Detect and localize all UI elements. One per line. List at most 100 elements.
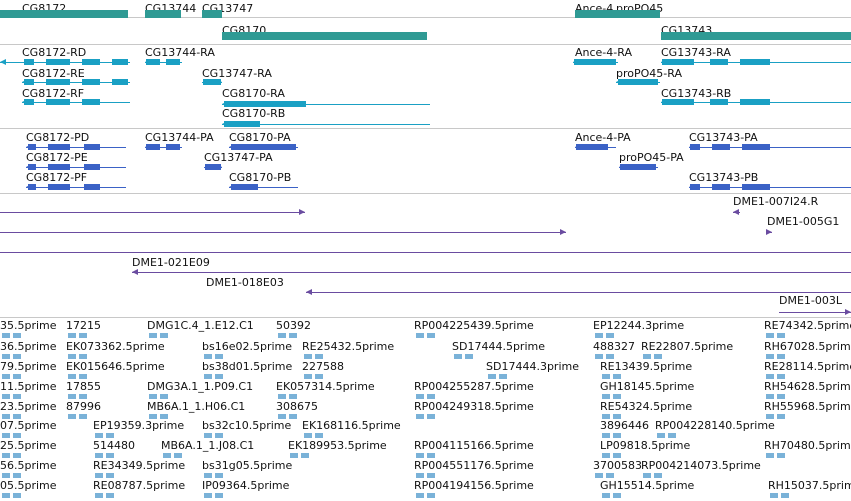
protein-exon[interactable] bbox=[84, 164, 100, 170]
est-feature[interactable] bbox=[606, 473, 614, 478]
protein-exon[interactable] bbox=[712, 184, 730, 190]
est-feature[interactable] bbox=[2, 394, 10, 399]
est-label[interactable]: 308675 bbox=[276, 400, 318, 413]
est-feature[interactable] bbox=[427, 453, 435, 458]
est-label[interactable]: LP09818.5prime bbox=[600, 439, 691, 452]
est-feature[interactable] bbox=[68, 333, 76, 338]
mrna-exon[interactable] bbox=[24, 79, 34, 85]
est-feature[interactable] bbox=[602, 414, 610, 419]
protein-exon[interactable] bbox=[48, 144, 70, 150]
est-feature[interactable] bbox=[654, 354, 662, 359]
est-label[interactable]: RP004115166.5prime bbox=[414, 439, 534, 452]
mrna-exon[interactable] bbox=[710, 99, 728, 105]
est-feature[interactable] bbox=[488, 374, 496, 379]
est-label[interactable]: RE54324.5prime bbox=[600, 400, 693, 413]
est-label[interactable]: RP004551176.5prime bbox=[414, 459, 534, 472]
est-feature[interactable] bbox=[301, 453, 309, 458]
est-label[interactable]: 23.5prime bbox=[0, 400, 57, 413]
est-label[interactable]: RP004255287.5prime bbox=[414, 380, 534, 393]
mrna-intron-line[interactable] bbox=[145, 62, 182, 63]
est-label[interactable]: bs32c10.5prime bbox=[202, 419, 292, 432]
est-label[interactable]: GH18145.5prime bbox=[600, 380, 695, 393]
est-label[interactable]: SD17444.3prime bbox=[486, 360, 579, 373]
mrna-exon[interactable] bbox=[82, 99, 100, 105]
clone-label[interactable]: DME1-021E09 bbox=[132, 256, 210, 269]
mrna-exon[interactable] bbox=[574, 59, 616, 65]
mrna-label[interactable]: CG13743-RA bbox=[661, 46, 731, 59]
protein-label[interactable]: proPO45-PA bbox=[619, 151, 684, 164]
protein-line[interactable] bbox=[145, 147, 182, 148]
protein-exon[interactable] bbox=[205, 164, 221, 170]
est-feature[interactable] bbox=[215, 473, 223, 478]
est-feature[interactable] bbox=[613, 394, 621, 399]
protein-exon[interactable] bbox=[690, 184, 700, 190]
est-feature[interactable] bbox=[163, 453, 171, 458]
est-label[interactable]: 56.5prime bbox=[0, 459, 57, 472]
mrna-exon[interactable] bbox=[46, 59, 70, 65]
est-feature[interactable] bbox=[79, 333, 87, 338]
est-feature[interactable] bbox=[315, 433, 323, 438]
est-feature[interactable] bbox=[304, 433, 312, 438]
est-feature[interactable] bbox=[289, 333, 297, 338]
est-feature[interactable] bbox=[204, 374, 212, 379]
protein-exon[interactable] bbox=[28, 184, 36, 190]
est-feature[interactable] bbox=[766, 333, 774, 338]
est-label[interactable]: RE08787.5prime bbox=[93, 479, 186, 492]
est-label[interactable]: SD17444.5prime bbox=[452, 340, 545, 353]
est-label[interactable]: 17855 bbox=[66, 380, 101, 393]
est-feature[interactable] bbox=[2, 374, 10, 379]
est-feature[interactable] bbox=[160, 414, 168, 419]
est-label[interactable]: 07.5prime bbox=[0, 419, 57, 432]
est-feature[interactable] bbox=[95, 433, 103, 438]
est-feature[interactable] bbox=[106, 433, 114, 438]
est-feature[interactable] bbox=[204, 473, 212, 478]
clone-label[interactable]: DME1-005G1 bbox=[767, 215, 840, 228]
est-feature[interactable] bbox=[68, 414, 76, 419]
mrna-label[interactable]: CG8172-RE bbox=[22, 67, 85, 80]
protein-exon[interactable] bbox=[48, 184, 70, 190]
est-feature[interactable] bbox=[770, 493, 778, 498]
est-feature[interactable] bbox=[643, 354, 651, 359]
mrna-exon[interactable] bbox=[662, 59, 694, 65]
mrna-exon[interactable] bbox=[710, 59, 728, 65]
est-feature[interactable] bbox=[204, 433, 212, 438]
est-feature[interactable] bbox=[777, 453, 785, 458]
est-feature[interactable] bbox=[2, 493, 10, 498]
mrna-exon[interactable] bbox=[24, 99, 34, 105]
est-feature[interactable] bbox=[2, 473, 10, 478]
est-feature[interactable] bbox=[2, 333, 10, 338]
protein-exon[interactable] bbox=[712, 144, 730, 150]
est-label[interactable]: 488327 bbox=[593, 340, 635, 353]
est-feature[interactable] bbox=[95, 473, 103, 478]
est-feature[interactable] bbox=[215, 374, 223, 379]
est-label[interactable]: RH67028.5prime bbox=[764, 340, 851, 353]
est-feature[interactable] bbox=[289, 394, 297, 399]
est-label[interactable]: RH70480.5prime bbox=[764, 439, 851, 452]
est-label[interactable]: RP004228140.5prime bbox=[655, 419, 775, 432]
est-feature[interactable] bbox=[79, 354, 87, 359]
protein-line[interactable] bbox=[26, 187, 126, 188]
est-feature[interactable] bbox=[204, 493, 212, 498]
protein-exon[interactable] bbox=[231, 144, 296, 150]
mrna-label[interactable]: proPO45-RA bbox=[616, 67, 682, 80]
gene-feature[interactable] bbox=[222, 32, 427, 40]
mrna-label[interactable]: CG13744-RA bbox=[145, 46, 215, 59]
est-label[interactable]: GH15514.5prime bbox=[600, 479, 695, 492]
clone-line[interactable] bbox=[0, 212, 305, 213]
est-feature[interactable] bbox=[13, 414, 21, 419]
est-feature[interactable] bbox=[427, 473, 435, 478]
est-label[interactable]: RH55968.5prime bbox=[764, 400, 851, 413]
est-feature[interactable] bbox=[79, 414, 87, 419]
est-feature[interactable] bbox=[290, 453, 298, 458]
protein-label[interactable]: CG8172-PE bbox=[26, 151, 88, 164]
est-feature[interactable] bbox=[465, 354, 473, 359]
est-feature[interactable] bbox=[416, 453, 424, 458]
est-feature[interactable] bbox=[427, 493, 435, 498]
est-label[interactable]: RH15037.5prime bbox=[768, 479, 851, 492]
est-label[interactable]: RE74342.5prime bbox=[764, 319, 851, 332]
est-feature[interactable] bbox=[2, 453, 10, 458]
protein-label[interactable]: CG13747-PA bbox=[204, 151, 273, 164]
est-feature[interactable] bbox=[149, 414, 157, 419]
protein-exon[interactable] bbox=[48, 164, 70, 170]
mrna-label[interactable]: CG8172-RD bbox=[22, 46, 87, 59]
